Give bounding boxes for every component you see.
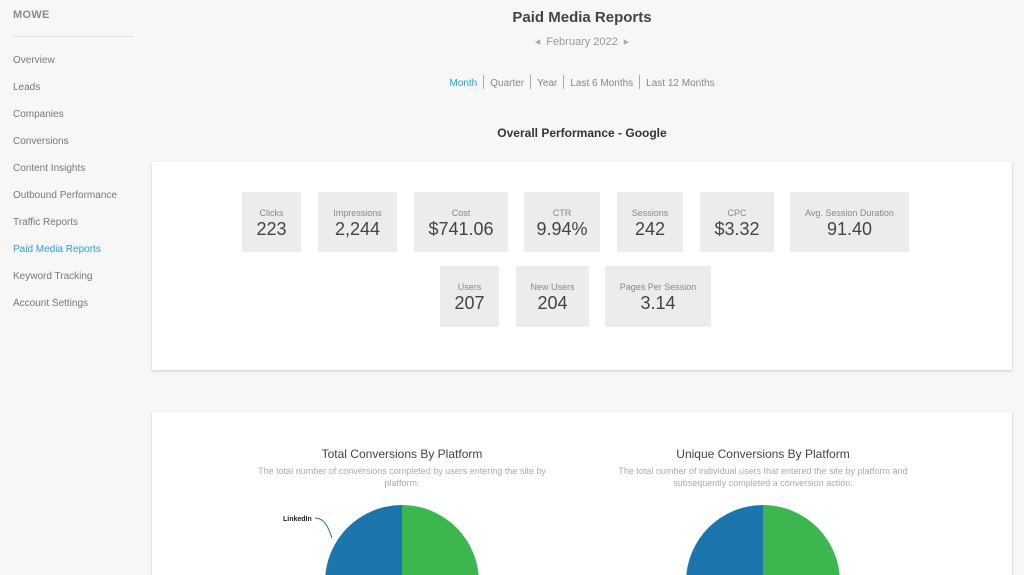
performance-card: Clicks 223 Impressions 2,244 Cost $741.0…: [152, 162, 1012, 370]
conversions-card: Total Conversions By Platform The total …: [152, 412, 1012, 575]
current-date: February 2022: [546, 36, 618, 48]
metric-label: Users: [457, 282, 482, 292]
caret-left-icon[interactable]: ◀: [534, 39, 541, 46]
metric-users: Users 207: [440, 266, 499, 327]
tab-divider: [563, 75, 565, 89]
pie-label-linkedin: LinkedIn: [283, 516, 312, 523]
main-content: Paid Media Reports ◀ February 2022 ▶ Month…: [145, 0, 1024, 575]
period-tabs: Month Quarter Year Last 6 Months Last 12 Mon…: [145, 75, 1019, 91]
tab-last-6-months[interactable]: Last 6 Months: [570, 78, 634, 89]
tab-divider: [639, 75, 641, 89]
metric-value: $3.32: [714, 219, 760, 239]
metric-label: Clicks: [259, 208, 284, 218]
metric-avg-session-duration: Avg. Session Duration 91.40: [790, 192, 909, 252]
caret-right-icon[interactable]: ▶: [623, 39, 630, 46]
metric-label: Impressions: [333, 208, 382, 218]
sidebar-item-traffic-reports[interactable]: Traffic Reports: [13, 217, 79, 228]
metric-new-users: New Users 204: [516, 266, 589, 327]
tab-month[interactable]: Month: [449, 78, 478, 89]
metric-value: 2,244: [334, 219, 381, 239]
sidebar-item-leads[interactable]: Leads: [13, 82, 41, 93]
tab-divider: [530, 75, 532, 89]
tab-last-12-months[interactable]: Last 12 Months: [646, 78, 715, 89]
total-conversions-subtitle: The total number of conversions complete…: [258, 466, 546, 488]
pie-slice-linkedin[interactable]: [325, 505, 402, 575]
tab-divider: [483, 75, 485, 89]
sidebar-item-conversions[interactable]: Conversions: [13, 136, 69, 147]
sidebar-item-outbound-performance[interactable]: Outbound Performance: [13, 190, 117, 201]
metric-value: 207: [454, 293, 485, 313]
metric-label: Sessions: [631, 208, 669, 218]
metric-cpc: CPC $3.32: [700, 192, 774, 252]
tab-quarter[interactable]: Quarter: [490, 78, 525, 89]
total-conversions-pie[interactable]: [324, 504, 480, 575]
unique-conversions-subtitle: The total number of individual users tha…: [618, 466, 908, 488]
pie-slice[interactable]: [402, 505, 479, 575]
metric-label: Avg. Session Duration: [805, 208, 894, 218]
sidebar-item-overview[interactable]: Overview: [13, 55, 55, 66]
sidebar-item-companies[interactable]: Companies: [13, 109, 64, 120]
metric-label: Pages Per Session: [619, 282, 697, 292]
pie-label-leader: [314, 517, 333, 539]
metric-label: CPC: [727, 208, 747, 218]
metric-value: 204: [537, 293, 568, 313]
metric-ctr: CTR 9.94%: [524, 192, 600, 252]
total-conversions-title: Total Conversions By Platform: [321, 447, 483, 461]
sidebar-item-paid-media-reports[interactable]: Paid Media Reports: [13, 244, 101, 255]
sidebar: MOWE Overview Leads Companies Conversion…: [0, 0, 145, 575]
metric-clicks: Clicks 223: [242, 192, 301, 252]
brand-logo[interactable]: MOWE: [13, 9, 50, 21]
tab-year[interactable]: Year: [537, 78, 558, 89]
pie-slice[interactable]: [686, 505, 763, 575]
section-title: Overall Performance - Google: [497, 126, 667, 140]
metric-label: Cost: [451, 208, 471, 218]
metric-value: 3.14: [640, 293, 676, 313]
sidebar-nav: Overview Leads Companies Conversions Con…: [13, 53, 117, 323]
metric-pages-per-session: Pages Per Session 3.14: [605, 266, 711, 327]
metric-value: 9.94%: [536, 219, 588, 239]
metric-impressions: Impressions 2,244: [318, 192, 397, 252]
metric-value: $741.06: [428, 219, 494, 239]
unique-conversions-title: Unique Conversions By Platform: [676, 447, 850, 461]
sidebar-item-keyword-tracking[interactable]: Keyword Tracking: [13, 271, 93, 282]
metric-cost: Cost $741.06: [414, 192, 508, 252]
sidebar-item-content-insights[interactable]: Content Insights: [13, 163, 86, 174]
pie-slice[interactable]: [763, 505, 840, 575]
page-title: Paid Media Reports: [512, 9, 652, 26]
metric-label: New Users: [530, 282, 575, 292]
metric-value: 223: [256, 219, 287, 239]
date-navigator: ◀ February 2022 ▶: [145, 36, 1019, 48]
metric-label: CTR: [552, 208, 572, 218]
metric-value: 91.40: [826, 219, 873, 239]
metric-value: 242: [634, 219, 666, 239]
unique-conversions-pie[interactable]: [685, 504, 841, 575]
sidebar-item-account-settings[interactable]: Account Settings: [13, 298, 89, 309]
metric-sessions: Sessions 242: [617, 192, 683, 252]
divider: [13, 36, 133, 37]
